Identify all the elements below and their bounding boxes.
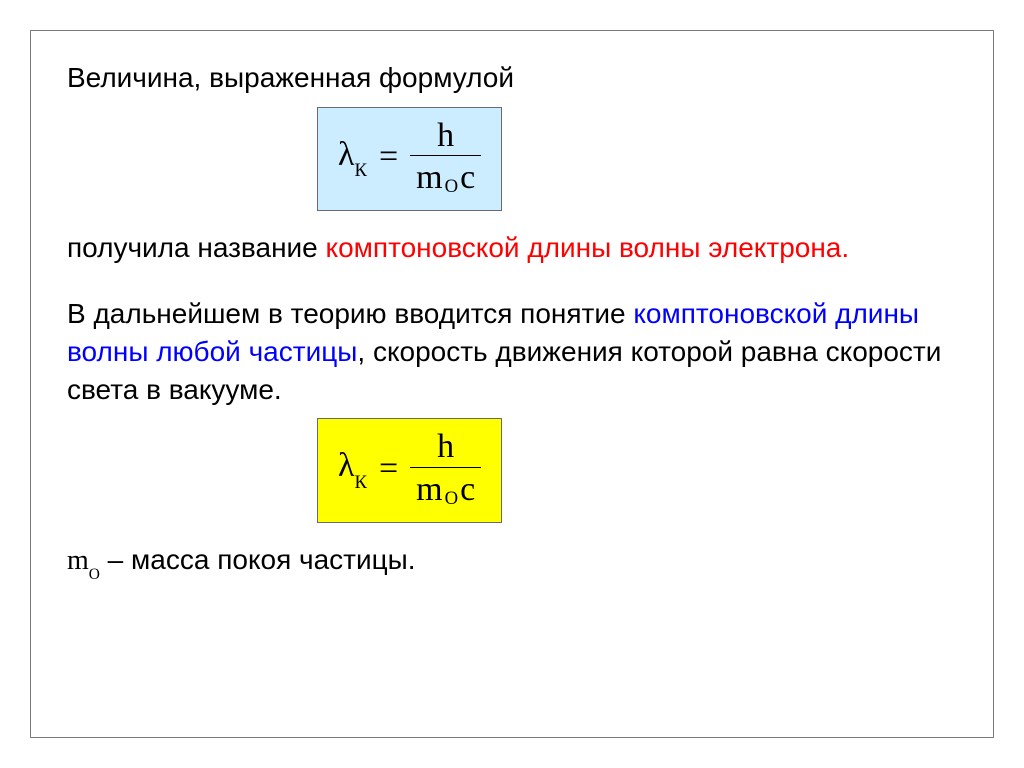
formula-2-wrap: λК = h mО c xyxy=(67,418,957,522)
den-c-2: c xyxy=(460,472,475,508)
denominator: mО c xyxy=(410,155,481,196)
mass-m: m xyxy=(67,545,89,576)
equals-sign: = xyxy=(379,138,398,176)
den-sub-2: О xyxy=(445,489,459,509)
lambda-symbol-2: λК xyxy=(338,447,367,490)
mass-sub: О xyxy=(89,566,100,583)
intro-text: Величина, выраженная формулой xyxy=(67,59,957,97)
after-formula-plain: получила название xyxy=(67,232,326,263)
lambda-sub: К xyxy=(355,160,367,181)
lambda-sub-2: К xyxy=(355,472,367,493)
content-frame: Величина, выраженная формулой λК = h mО … xyxy=(30,30,994,738)
den-m-2: m xyxy=(416,472,442,508)
den-m: m xyxy=(416,160,442,196)
equals-sign-2: = xyxy=(379,450,398,488)
den-c: c xyxy=(460,160,475,196)
den-sub: О xyxy=(445,177,459,197)
lambda-symbol: λК xyxy=(338,136,367,179)
paragraph-2: В дальнейшем в теорию вводится понятие к… xyxy=(67,295,957,408)
fraction-2: h mО c xyxy=(410,429,481,507)
mass-rest: – масса покоя частицы. xyxy=(100,544,416,575)
after-formula-red: комптоновской длины волны электрона. xyxy=(326,232,850,263)
equation-2: λК = h mО c xyxy=(338,429,481,507)
lambda-2: λ xyxy=(338,447,355,484)
formula-box-2: λК = h mО c xyxy=(317,418,502,522)
formula-1-wrap: λК = h mО c xyxy=(67,107,957,211)
fraction: h mО c xyxy=(410,118,481,196)
page: Величина, выраженная формулой λК = h mО … xyxy=(0,0,1024,768)
formula-box-1: λК = h mО c xyxy=(317,107,502,211)
para2-a: В дальнейшем в теорию вводится понятие xyxy=(67,298,633,329)
equation-1: λК = h mО c xyxy=(338,118,481,196)
spacer xyxy=(67,277,957,295)
numerator-2: h xyxy=(431,429,460,467)
mass-note: mО – масса покоя частицы. xyxy=(67,541,957,582)
after-formula-text: получила название комптоновской длины во… xyxy=(67,229,957,267)
numerator: h xyxy=(431,118,460,156)
lambda: λ xyxy=(338,136,355,173)
denominator-2: mО c xyxy=(410,467,481,508)
